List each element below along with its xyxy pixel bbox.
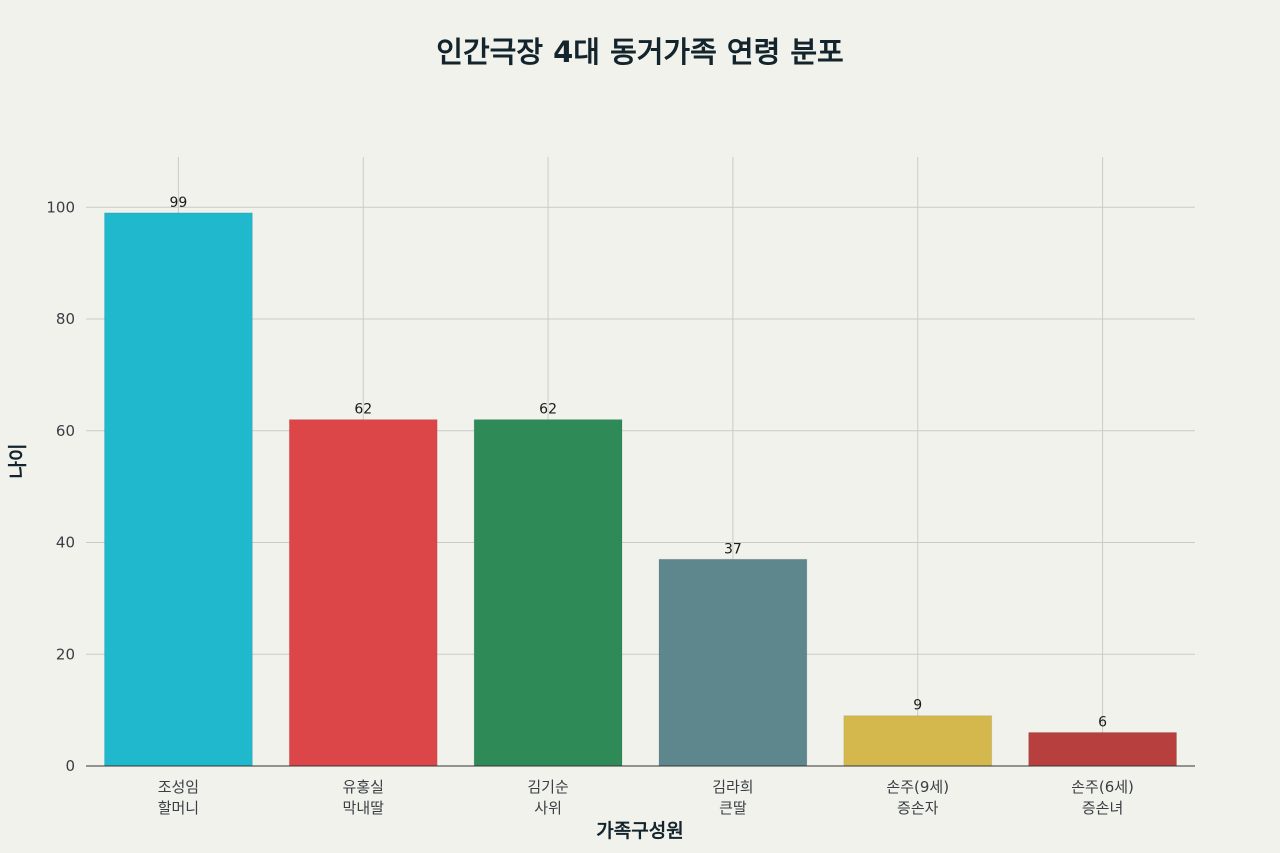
x-tick-label: 손주(6세) 증손녀 — [1071, 778, 1134, 817]
data-label: 9 — [913, 698, 922, 714]
bar — [843, 715, 993, 767]
data-label: 99 — [170, 195, 188, 211]
x-tick-label-line: 김기순 — [527, 778, 569, 796]
x-tick-label-line: 사위 — [534, 799, 562, 817]
bar — [288, 419, 438, 767]
bar — [103, 212, 253, 767]
x-axis-title: 가족구성원 — [596, 820, 683, 842]
data-label: 62 — [539, 402, 557, 418]
y-axis-ticks: 0 20 40 60 80 100 — [46, 198, 75, 775]
y-tick-label: 60 — [56, 422, 75, 440]
y-tick-label: 0 — [65, 757, 75, 775]
x-tick-label-line: 증손자 — [897, 799, 939, 817]
data-label: 6 — [1098, 714, 1107, 730]
data-label: 62 — [354, 402, 372, 418]
x-tick-label-line: 할머니 — [158, 799, 199, 817]
bars: 99 62 62 37 9 6 — [103, 195, 1178, 767]
y-tick-label: 40 — [56, 534, 75, 552]
bar — [658, 558, 808, 767]
bar — [473, 419, 623, 767]
x-tick-label-line: 손주(9세) — [886, 778, 949, 796]
x-tick-label-line: 조성임 — [158, 778, 199, 796]
y-axis-title: 나이 — [7, 444, 29, 479]
x-tick-label-line: 손주(6세) — [1071, 778, 1134, 796]
y-tick-label: 80 — [56, 310, 75, 328]
y-tick-label: 100 — [46, 198, 75, 216]
y-tick-label: 20 — [56, 645, 75, 663]
x-tick-label-line: 큰딸 — [719, 799, 747, 817]
x-tick-label-line: 막내딸 — [343, 799, 385, 817]
bar — [1028, 731, 1178, 767]
x-tick-label-line: 증손녀 — [1082, 799, 1123, 817]
data-label: 37 — [724, 541, 742, 557]
x-tick-label-line: 김라희 — [712, 778, 753, 796]
x-tick-label-line: 유홍실 — [343, 778, 384, 796]
x-tick-label: 손주(9세) 증손자 — [886, 778, 949, 817]
chart-title: 인간극장 4대 동거가족 연령 분포 — [436, 35, 843, 69]
